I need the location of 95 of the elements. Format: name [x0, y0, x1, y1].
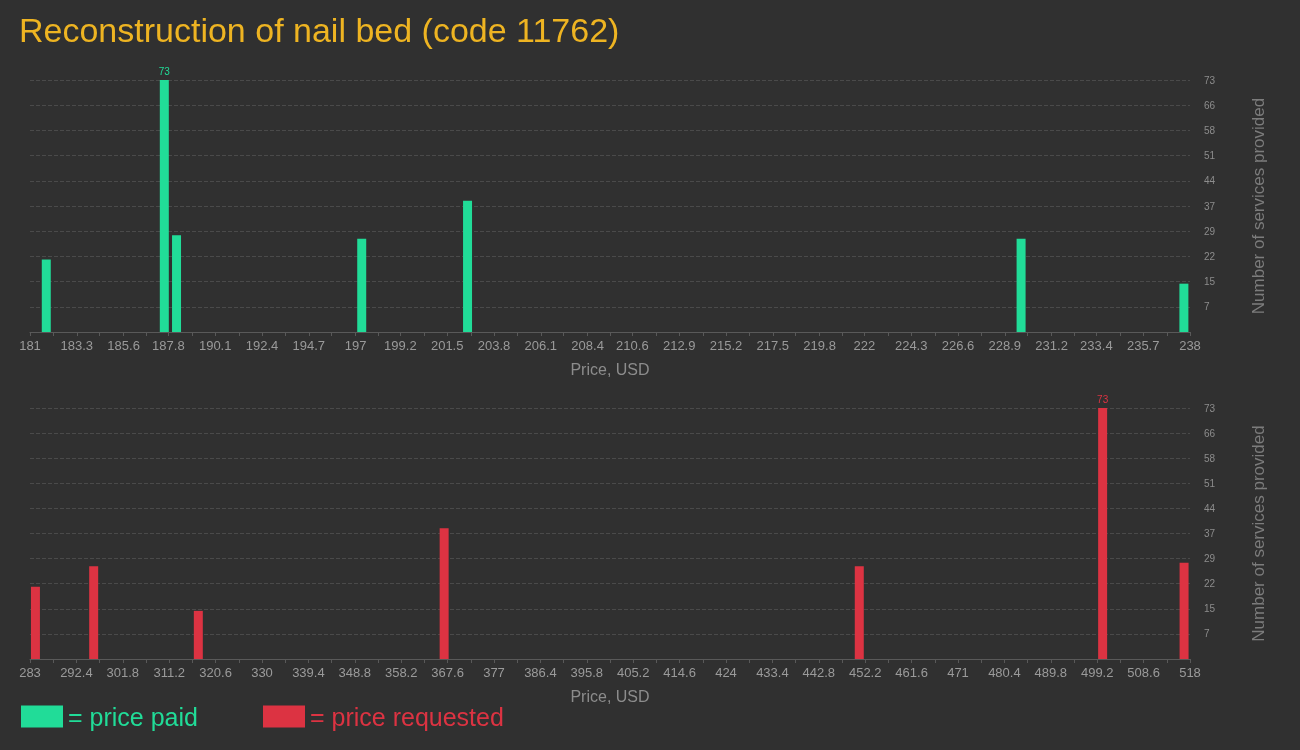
x-tick-label: 217.5: [756, 338, 790, 353]
x-tick-label: 377: [483, 665, 505, 680]
x-tick-label: 452.2: [848, 665, 882, 680]
x-tick-label: 203.8: [477, 338, 511, 353]
bar: [854, 566, 864, 659]
x-tick-label: 231.2: [1035, 338, 1068, 353]
y-tick-label: 29: [1204, 553, 1216, 565]
bar: [439, 528, 449, 659]
x-tick-label: 222: [853, 338, 876, 353]
y-tick-label: 7: [1204, 628, 1210, 640]
bar: [41, 259, 51, 332]
x-tick-label: 238: [1179, 338, 1201, 353]
legend-label: = price paid: [68, 702, 198, 731]
y-tick-label: 15: [1204, 603, 1216, 615]
x-tick-label: 215.2: [709, 338, 743, 353]
x-tick-label: 320.6: [199, 665, 232, 680]
y-tick-label: 58: [1204, 452, 1216, 464]
x-tick-label: 219.8: [803, 338, 836, 353]
x-tick-label: 518: [1179, 665, 1201, 680]
data-label: 73: [1097, 393, 1109, 405]
x-tick-label: 433.4: [756, 665, 789, 680]
x-axis-title: Price, USD: [570, 687, 650, 705]
x-tick-label: 424: [715, 665, 737, 680]
bar: [159, 80, 169, 332]
y-axis-title: Number of services provided: [1249, 425, 1268, 642]
x-tick-label: 199.2: [384, 338, 417, 353]
y-tick-label: 66: [1204, 99, 1216, 111]
x-tick-label: 190.1: [198, 338, 232, 353]
bar: [1179, 283, 1189, 332]
x-tick-label: 480.4: [988, 665, 1021, 680]
x-tick-label: 367.6: [431, 665, 464, 680]
x-tick-label: 187.8: [152, 338, 185, 353]
x-tick-label: 405.2: [616, 665, 650, 680]
y-tick-label: 37: [1204, 200, 1216, 212]
x-tick-label: 339.4: [292, 665, 325, 680]
x-tick-label: 183.3: [60, 338, 94, 353]
x-axis-title: Price, USD: [570, 360, 650, 378]
x-tick-label: 228.9: [988, 338, 1022, 353]
y-tick-label: 15: [1204, 276, 1216, 288]
x-tick-label: 212.9: [662, 338, 696, 353]
x-tick-label: 197: [344, 338, 367, 353]
x-tick-label: 208.4: [571, 338, 604, 353]
x-tick-label: 292.4: [60, 665, 93, 680]
bar: [463, 200, 473, 332]
x-tick-label: 348.8: [338, 665, 372, 680]
x-tick-label: 192.4: [245, 338, 279, 353]
x-tick-label: 185.6: [107, 338, 140, 353]
bar: [193, 610, 203, 659]
bar: [1179, 562, 1189, 659]
x-tick-label: 358.2: [384, 665, 418, 680]
y-tick-label: 66: [1204, 427, 1216, 439]
x-tick-label: 311.2: [153, 665, 185, 680]
y-tick-label: 44: [1204, 502, 1216, 514]
x-tick-label: 330: [251, 665, 273, 680]
y-tick-label: 29: [1204, 225, 1216, 237]
y-tick-label: 58: [1204, 124, 1216, 136]
y-tick-label: 22: [1204, 250, 1216, 262]
x-tick-label: 194.7: [292, 338, 326, 353]
x-tick-label: 233.4: [1080, 338, 1113, 353]
y-tick-label: 73: [1204, 402, 1216, 414]
bar: [1016, 238, 1026, 332]
bar: [172, 235, 182, 332]
y-tick-label: 44: [1204, 175, 1216, 187]
y-tick-label: 51: [1204, 150, 1216, 162]
y-tick-label: 22: [1204, 578, 1216, 590]
x-tick-label: 210.6: [616, 338, 649, 353]
y-tick-label: 73: [1204, 74, 1216, 86]
legend-label: = price requested: [310, 702, 504, 731]
x-tick-label: 283: [19, 665, 41, 680]
bar: [30, 586, 40, 659]
y-axis-title: Number of services provided: [1249, 97, 1268, 315]
y-tick-label: 51: [1204, 477, 1216, 489]
x-tick-label: 395.8: [570, 665, 604, 680]
x-tick-label: 508.6: [1127, 665, 1160, 680]
chart-title: Reconstruction of nail bed (code 11762): [19, 11, 620, 49]
x-tick-label: 181: [19, 338, 41, 353]
x-tick-label: 235.7: [1126, 338, 1160, 353]
bar: [89, 566, 99, 659]
x-tick-label: 499.2: [1080, 665, 1114, 680]
x-tick-label: 471: [947, 665, 969, 680]
x-tick-label: 301.8: [106, 665, 140, 680]
bar: [357, 238, 367, 332]
x-tick-label: 442.8: [802, 665, 836, 680]
x-tick-label: 206.1: [524, 338, 558, 353]
y-tick-label: 7: [1204, 301, 1210, 313]
x-tick-label: 224.3: [894, 338, 928, 353]
bar: [1098, 408, 1108, 659]
data-label: 73: [158, 65, 171, 77]
x-tick-label: 226.6: [941, 338, 975, 353]
y-tick-label: 37: [1204, 528, 1216, 539]
x-tick-label: 386.4: [524, 665, 557, 680]
x-tick-label: 201.5: [430, 338, 464, 353]
x-tick-label: 489.8: [1034, 665, 1068, 680]
x-tick-label: 461.6: [895, 665, 928, 680]
x-tick-label: 414.6: [663, 665, 696, 680]
